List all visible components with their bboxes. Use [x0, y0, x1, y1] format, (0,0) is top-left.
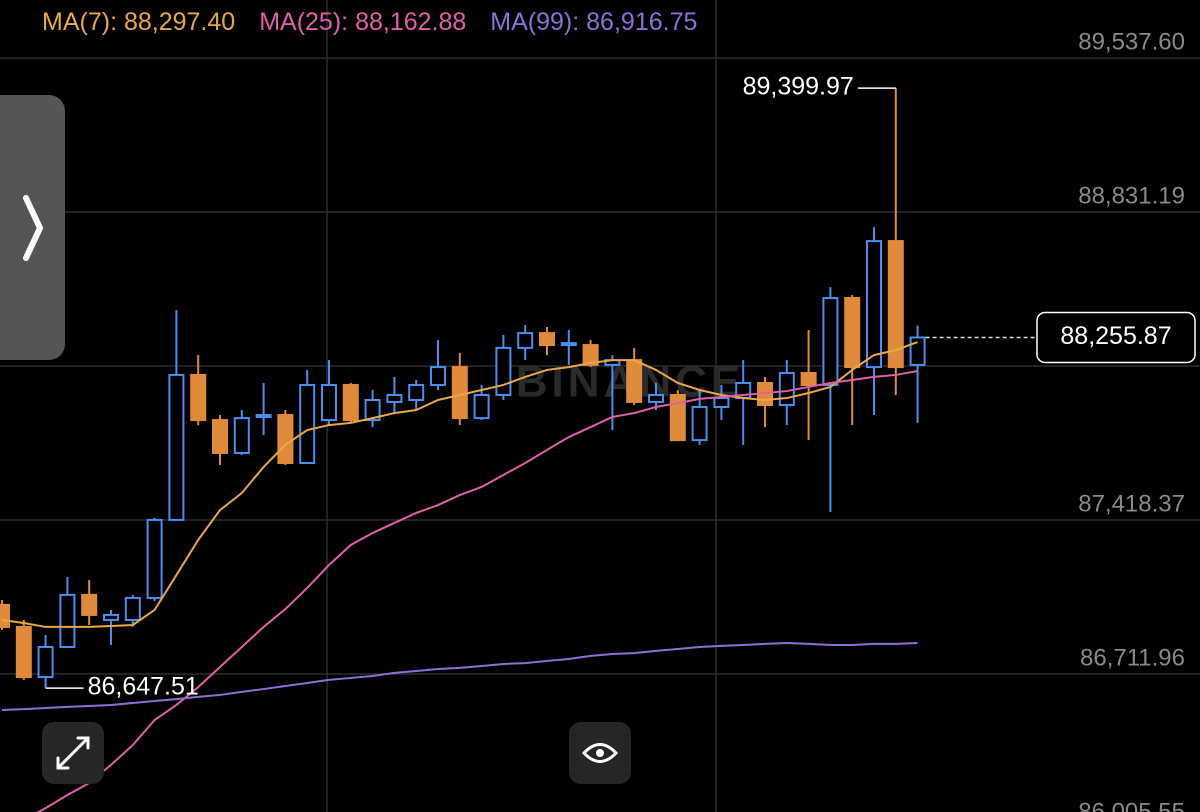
ma-line: [1, 642, 918, 711]
legend: MA(7)88,297.40 MA(25)88,162.88 MA(99)86,91…: [42, 8, 697, 37]
candle-body: [386, 393, 403, 403]
low-label: 86,647.51: [88, 673, 199, 701]
legend-nm: MA(25): [259, 8, 355, 36]
candle-body: [212, 419, 228, 454]
candle-body: [517, 332, 534, 349]
legend-val: 88,162.88: [355, 8, 467, 36]
candle-body: [495, 346, 512, 396]
candle-body: [255, 414, 272, 419]
candle-body: [473, 393, 490, 420]
candle-body: [299, 383, 316, 465]
candle-body: [81, 593, 98, 616]
candle-body: [713, 397, 730, 408]
legend-item: MA(99)86,916.75: [490, 8, 697, 37]
candle-body: [909, 336, 926, 366]
legend-nm: MA(7): [42, 8, 124, 36]
candle-body: [451, 366, 468, 420]
candle-body: [560, 342, 577, 347]
eye-pupil[interactable]: [596, 749, 604, 757]
fullscreen-button[interactable]: [42, 722, 104, 784]
candle-body: [233, 417, 250, 454]
ma-line: [36, 370, 918, 812]
candle-body: [866, 240, 882, 369]
expand-icon[interactable]: [56, 736, 90, 770]
candle-body: [15, 625, 32, 679]
y-tick-label: 87,418.37: [1078, 490, 1185, 517]
legend-val: 88,297.40: [123, 8, 236, 36]
legend-nm: MA(99): [490, 8, 586, 36]
eye-icon[interactable]: [581, 743, 619, 763]
candle-body: [800, 371, 817, 386]
candle-body: [669, 393, 686, 442]
candle-body: [582, 344, 599, 366]
tab-bg[interactable]: [0, 95, 65, 360]
candle-body: [37, 645, 54, 679]
last-price-label: 88,255.87: [1060, 322, 1171, 350]
chevron-icon[interactable]: [23, 195, 43, 261]
candle-body: [844, 296, 861, 369]
last-price-box: [1036, 311, 1196, 364]
legend-item: MA(25)88,162.88: [259, 8, 466, 37]
candle-body: [321, 383, 337, 422]
candle-body: [190, 373, 207, 422]
candle-body: [408, 383, 425, 402]
legend-val: 86,916.75: [586, 8, 698, 36]
candle-body: [887, 240, 904, 369]
legend-item: MA(7)88,297.40: [42, 8, 235, 37]
y-tick-label: 86,711.96: [1080, 644, 1185, 671]
candle-body: [146, 518, 163, 599]
y-tick-label: 89,537.60: [1078, 28, 1185, 55]
candle-body: [430, 366, 446, 386]
candle-body: [539, 332, 555, 347]
ma-line: [1, 341, 918, 628]
candle-body: [342, 383, 359, 422]
candle-body: [277, 414, 294, 465]
high-label: 89,399.97: [743, 73, 854, 101]
sidebar-tab[interactable]: [0, 95, 65, 360]
candle-body: [124, 596, 141, 621]
candle-body: [626, 359, 643, 403]
y-tick-label: 88,831.19: [1078, 182, 1185, 209]
candle-body: [168, 373, 185, 521]
candle-body: [778, 371, 795, 407]
candle-body: [59, 593, 76, 648]
candle-body: [0, 603, 10, 628]
candle-body: [103, 613, 119, 621]
candle-body: [648, 393, 664, 403]
candle-body: [822, 296, 839, 386]
candle-body: [691, 405, 708, 442]
visibility-button[interactable]: [569, 722, 631, 784]
y-tick-label: 86,005.55: [1078, 798, 1185, 812]
plot: [0, 87, 926, 812]
candle-body: [364, 399, 381, 422]
